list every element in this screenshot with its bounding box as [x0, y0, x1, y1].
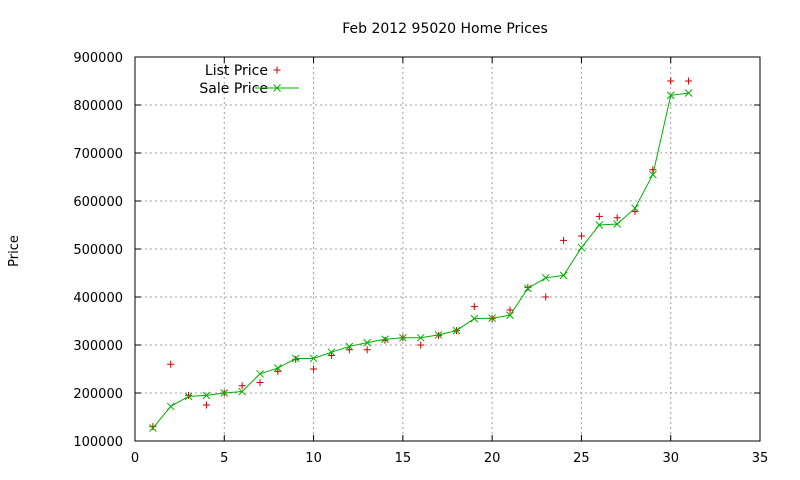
data-point: [488, 314, 496, 322]
data-point: [363, 346, 371, 354]
x-tick-label: 0: [131, 451, 139, 466]
data-point: [345, 342, 354, 351]
data-series: [149, 77, 693, 432]
data-point: [184, 392, 193, 401]
data-point: [417, 341, 425, 349]
data-point: [452, 326, 461, 335]
data-point: [238, 382, 246, 390]
data-point: [613, 220, 621, 228]
legend-entry: List Price: [205, 63, 281, 79]
data-point: [202, 391, 211, 400]
y-tick-label: 900000: [73, 51, 123, 66]
y-tick-label: 100000: [73, 435, 123, 450]
data-point: [541, 273, 550, 282]
y-tick-label: 700000: [73, 147, 123, 162]
legend-label: List Price: [205, 63, 268, 79]
y-tick-label: 800000: [73, 99, 123, 114]
data-point: [685, 77, 693, 85]
data-point: [363, 338, 371, 347]
data-point: [595, 221, 604, 229]
data-point: [167, 360, 175, 368]
data-point: [274, 367, 282, 375]
data-point: [613, 214, 621, 222]
series-line: [152, 92, 689, 429]
x-tick-label: 35: [752, 451, 769, 466]
data-point: [345, 346, 353, 354]
data-point: [381, 335, 389, 344]
data-point: [291, 354, 300, 363]
data-point: [381, 336, 389, 344]
data-point: [327, 348, 336, 357]
data-point: [649, 166, 657, 174]
legend-entry: Sale Price: [199, 81, 299, 97]
data-point: [559, 271, 568, 280]
data-point: [416, 333, 425, 342]
data-point: [274, 364, 282, 372]
x-tick-label: 20: [484, 451, 501, 466]
data-point: [149, 423, 157, 431]
x-tick-label: 30: [662, 451, 679, 466]
legend-marker: [273, 66, 281, 74]
grid-lines: [135, 57, 760, 441]
data-point: [560, 236, 568, 244]
data-point: [327, 352, 335, 360]
data-point: [185, 391, 193, 399]
data-point: [238, 387, 246, 396]
legend: List Price Sale Price: [199, 63, 299, 97]
y-tick-label: 400000: [73, 291, 123, 306]
data-point: [256, 369, 264, 378]
data-point: [542, 293, 550, 301]
data-point: [631, 208, 639, 216]
data-point: [309, 354, 318, 363]
series-sale-price: [149, 89, 693, 432]
y-tick-label: 500000: [73, 243, 123, 258]
y-axis: 100000 200000 300000 400000 500000 600000 7000…: [73, 51, 760, 450]
x-tick-label: 15: [395, 451, 412, 466]
data-point: [310, 365, 318, 373]
data-point: [220, 389, 229, 397]
data-point: [202, 401, 210, 409]
chart-title: Feb 2012 95020 Home Prices: [342, 21, 548, 37]
data-point: [434, 331, 443, 339]
data-point: [256, 378, 264, 386]
x-tick-label: 5: [220, 451, 228, 466]
y-tick-label: 200000: [73, 387, 123, 402]
data-point: [166, 402, 175, 411]
data-point: [470, 303, 478, 311]
data-point: [649, 170, 657, 179]
series-list-price: [149, 77, 693, 431]
legend-marker: [273, 84, 281, 92]
x-axis: 0 5 10 15 20 25 30 35: [131, 57, 768, 466]
data-point: [666, 91, 675, 100]
legend-label: Sale Price: [199, 81, 268, 97]
data-point: [524, 284, 532, 293]
data-point: [506, 306, 514, 314]
data-point: [631, 204, 639, 213]
y-tick-label: 300000: [73, 339, 123, 354]
data-point: [470, 314, 479, 323]
x-tick-label: 10: [305, 451, 322, 466]
data-point: [149, 424, 157, 432]
data-point: [684, 89, 693, 97]
data-point: [399, 333, 407, 342]
data-point: [577, 243, 586, 252]
data-point: [577, 232, 585, 240]
data-point: [506, 311, 514, 320]
data-point: [667, 77, 675, 85]
data-point: [595, 212, 603, 220]
x-tick-label: 25: [573, 451, 590, 466]
y-axis-label: Price: [7, 235, 22, 267]
y-tick-label: 600000: [73, 195, 123, 210]
